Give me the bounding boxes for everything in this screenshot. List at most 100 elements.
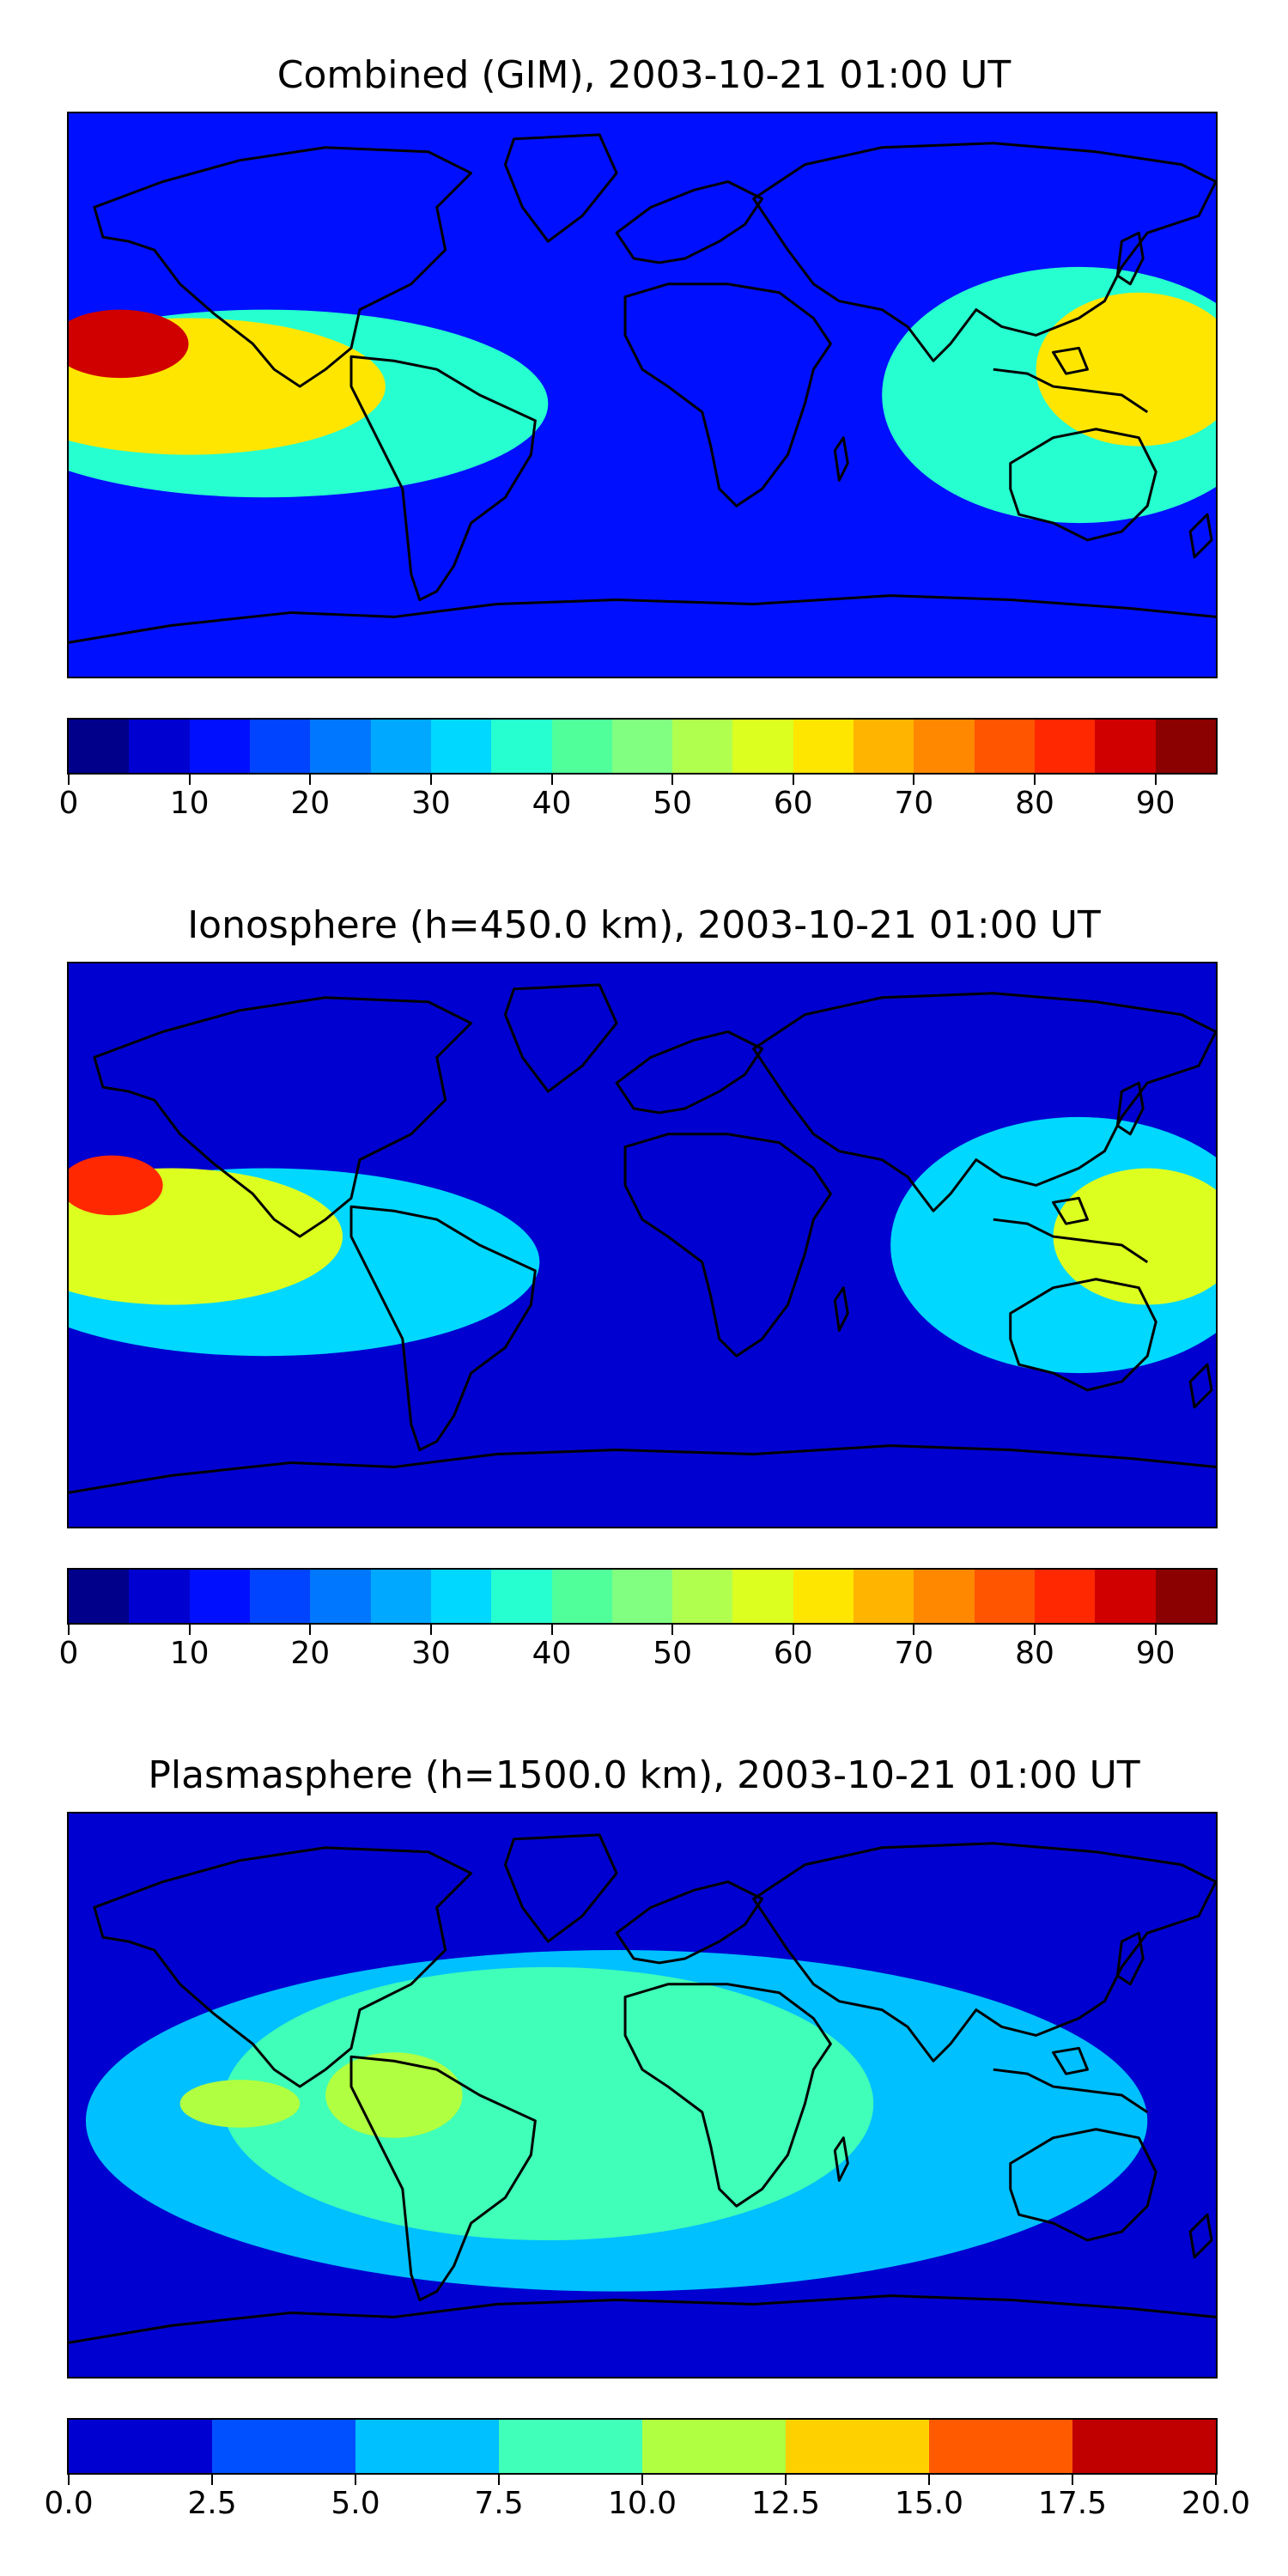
colorbar-tick <box>498 2475 500 2485</box>
colorbar-tick-label: 20 <box>290 1636 331 1671</box>
colorbar-segment <box>914 720 975 773</box>
panel-1-map <box>67 112 1218 678</box>
colorbar-segment <box>499 2420 642 2473</box>
panel-2-title: Ionosphere (h=450.0 km), 2003-10-21 01:0… <box>187 903 1101 947</box>
panel-3-colorbar <box>67 2418 1218 2475</box>
colorbar-segment <box>929 2420 1072 2473</box>
colorbar-segment <box>854 1570 914 1623</box>
colorbar-tick-label: 30 <box>410 786 451 821</box>
colorbar-segment <box>249 720 311 773</box>
colorbar-segment <box>611 720 673 773</box>
colorbar-segment <box>551 1570 612 1623</box>
colorbar-segment <box>732 720 793 773</box>
colorbar-segment <box>430 720 492 773</box>
colorbar-segment <box>189 1570 250 1623</box>
colorbar-tick-label: 20 <box>290 786 331 821</box>
colorbar-tick <box>211 2475 213 2485</box>
colorbar-tick-label: 7.5 <box>474 2486 524 2521</box>
colorbar-segment <box>249 1570 311 1623</box>
colorbar-segment <box>69 720 130 773</box>
colorbar-segment <box>974 1570 1035 1623</box>
colorbar-segment <box>1035 720 1096 773</box>
colorbar-segment <box>732 1570 793 1623</box>
colorbar-segment <box>212 2420 355 2473</box>
colorbar-segment <box>1155 1570 1216 1623</box>
colorbar-tick <box>671 775 674 785</box>
colorbar-tick <box>550 775 553 785</box>
colorbar-tick-label: 0 <box>58 786 79 821</box>
colorbar-segment <box>355 2420 499 2473</box>
colorbar-segment <box>1035 1570 1096 1623</box>
colorbar-tick <box>1072 2475 1073 2485</box>
colorbar-tick <box>429 1625 432 1635</box>
colorbar-tick-label: 12.5 <box>750 2486 821 2521</box>
colorbar-tick <box>785 2475 787 2485</box>
field-peak <box>69 1155 163 1216</box>
colorbar-tick-label: 2.5 <box>187 2486 237 2521</box>
colorbar-tick-label: 17.5 <box>1037 2486 1108 2521</box>
colorbar-segment <box>786 2420 929 2473</box>
colorbar-tick-label: 5.0 <box>331 2486 380 2521</box>
colorbar-tick <box>68 1625 70 1635</box>
colorbar-tick <box>913 775 915 785</box>
panel-3-title: Plasmasphere (h=1500.0 km), 2003-10-21 0… <box>148 1753 1140 1797</box>
colorbar-tick-label: 70 <box>894 1636 934 1671</box>
colorbar-segment <box>854 720 914 773</box>
panel-3-map <box>67 1812 1218 2379</box>
colorbar-segment <box>310 720 371 773</box>
colorbar-segment <box>129 720 190 773</box>
colorbar-tick-label: 30 <box>410 1636 451 1671</box>
colorbar-tick <box>1215 2475 1217 2485</box>
colorbar-segment <box>1095 720 1156 773</box>
colorbar-segment <box>129 1570 190 1623</box>
colorbar-tick-label: 50 <box>653 1636 693 1671</box>
colorbar-segment <box>491 1570 552 1623</box>
colorbar-segment <box>672 720 733 773</box>
colorbar-segment <box>793 1570 854 1623</box>
colorbar-tick-label: 90 <box>1135 786 1176 821</box>
colorbar-segment <box>1072 2420 1216 2473</box>
colorbar-tick <box>913 1625 915 1635</box>
colorbar-tick <box>1154 1625 1157 1635</box>
colorbar-tick <box>550 1625 553 1635</box>
field-peak <box>179 2080 301 2128</box>
colorbar-tick-label: 80 <box>1015 786 1054 821</box>
panel-2-map <box>67 962 1218 1528</box>
field-band-high <box>1036 292 1216 447</box>
colorbar-tick <box>309 1625 312 1635</box>
colorbar-segment <box>189 720 250 773</box>
colorbar-tick-label: 20.0 <box>1181 2486 1251 2521</box>
colorbar-segment <box>1095 1570 1156 1623</box>
colorbar-tick <box>429 775 432 785</box>
colorbar-tick <box>1034 775 1036 785</box>
panel-1-title: Combined (GIM), 2003-10-21 01:00 UT <box>276 53 1012 97</box>
panel-2-colorbar <box>67 1568 1218 1625</box>
colorbar-segment <box>974 720 1035 773</box>
colorbar-tick <box>68 775 70 785</box>
field-band-high <box>222 1966 874 2240</box>
colorbar-tick <box>792 775 794 785</box>
colorbar-tick <box>928 2475 930 2485</box>
colorbar-segment <box>491 720 552 773</box>
colorbar-segment <box>672 1570 733 1623</box>
colorbar-tick-label: 15.0 <box>894 2486 964 2521</box>
colorbar-tick-label: 40 <box>532 1636 572 1671</box>
colorbar-tick-label: 10 <box>169 786 210 821</box>
colorbar-segment <box>551 720 612 773</box>
colorbar-segment <box>370 720 431 773</box>
colorbar-tick-label: 10 <box>169 1636 210 1671</box>
colorbar-tick-label: 0.0 <box>44 2486 94 2521</box>
colorbar-tick-label: 40 <box>532 786 572 821</box>
colorbar-tick-label: 50 <box>653 786 693 821</box>
colorbar-segment <box>914 1570 975 1623</box>
colorbar-tick <box>792 1625 794 1635</box>
colorbar-segment <box>69 1570 130 1623</box>
colorbar-segment <box>793 720 854 773</box>
colorbar-segment <box>310 1570 371 1623</box>
colorbar-tick <box>1034 1625 1036 1635</box>
colorbar-tick-label: 60 <box>773 1636 813 1671</box>
colorbar-tick <box>1154 775 1157 785</box>
colorbar-tick-label: 90 <box>1135 1636 1176 1671</box>
colorbar-segment <box>370 1570 431 1623</box>
colorbar-tick-label: 60 <box>773 786 813 821</box>
